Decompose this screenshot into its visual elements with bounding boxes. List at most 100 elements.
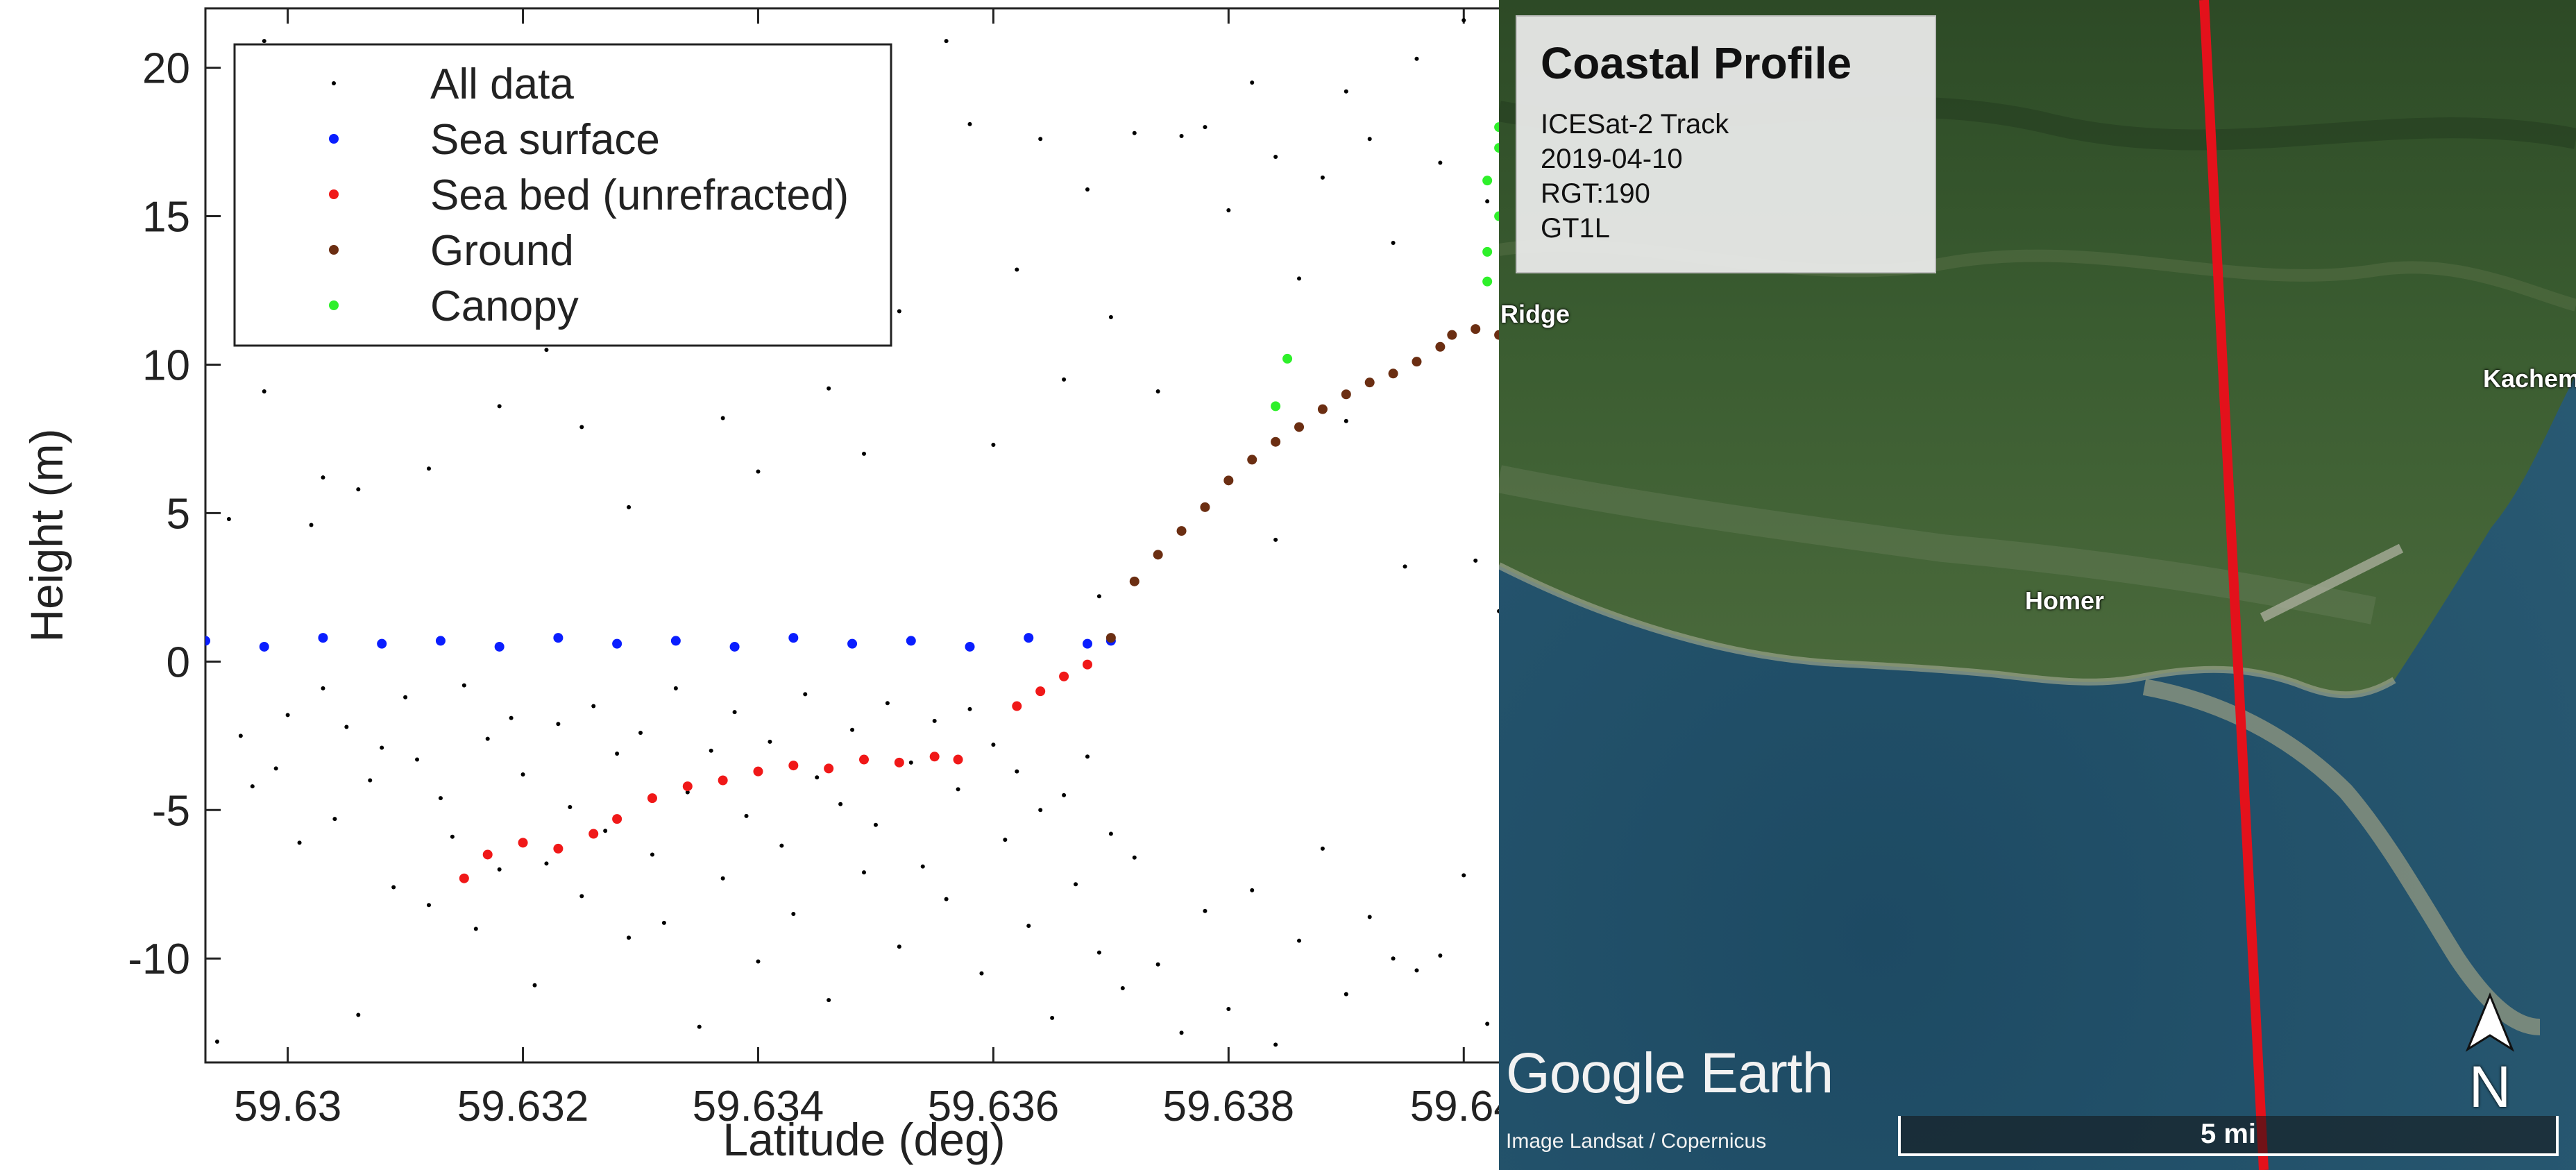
data-point-sea-surface	[965, 641, 975, 652]
data-point-all-data	[579, 425, 584, 430]
data-point-all-data	[544, 861, 549, 866]
data-point-all-data	[579, 894, 584, 899]
data-point-all-data	[1203, 125, 1208, 130]
data-point-all-data	[297, 840, 302, 845]
data-point-all-data	[1485, 1021, 1490, 1026]
data-point-all-data	[321, 686, 325, 690]
data-point-all-data	[885, 701, 890, 706]
data-point-sea-bed-unrefracted	[824, 763, 834, 774]
data-point-all-data	[1461, 873, 1466, 878]
legend-marker	[332, 81, 336, 85]
imagery-credit: Image Landsat / Copernicus	[1506, 1130, 1767, 1153]
data-point-all-data	[520, 772, 525, 777]
data-point-sea-bed-unrefracted	[647, 793, 657, 804]
data-point-all-data	[1226, 207, 1231, 212]
data-point-sea-bed-unrefracted	[482, 849, 493, 860]
data-point-all-data	[1085, 754, 1090, 759]
x-tick-label: 59.63	[234, 1083, 341, 1130]
data-point-all-data	[1273, 154, 1278, 159]
data-point-all-data	[403, 695, 408, 700]
legend-marker	[329, 189, 339, 199]
scatter-chart: 59.63 59.632 59.634 59.636 59.638 59.64 -10 -5 0…	[21, 7, 1499, 1165]
icesat-track-line	[2199, 0, 2269, 1170]
data-point-all-data	[1074, 882, 1078, 887]
data-point-all-data	[238, 734, 243, 738]
data-point-all-data	[1250, 80, 1255, 85]
data-point-all-data	[732, 710, 737, 715]
place-label-kachem[interactable]: Kachem	[2483, 364, 2576, 393]
data-point-all-data	[1203, 908, 1208, 913]
data-point-canopy	[1494, 143, 1499, 153]
data-point-all-data	[1062, 792, 1067, 797]
data-point-canopy	[1482, 276, 1493, 287]
data-point-sea-surface	[553, 633, 564, 643]
data-point-all-data	[1120, 986, 1125, 991]
data-point-all-data	[568, 805, 573, 810]
data-point-all-data	[967, 706, 972, 711]
data-point-canopy	[1482, 176, 1493, 186]
data-point-all-data	[661, 920, 666, 925]
data-point-ground	[1223, 475, 1234, 486]
data-point-all-data	[1344, 89, 1348, 94]
scale-bar: 5 mi	[1898, 1116, 2559, 1156]
data-point-canopy	[1494, 211, 1499, 221]
data-point-all-data	[368, 778, 373, 783]
data-point-ground	[1271, 436, 1281, 447]
data-point-all-data	[556, 722, 561, 727]
data-point-all-data	[991, 743, 996, 747]
data-point-all-data	[1438, 160, 1443, 165]
google-earth-logo: Google Earth	[1506, 1042, 1833, 1105]
data-point-sea-bed-unrefracted	[1059, 671, 1069, 681]
data-point-all-data	[1250, 888, 1255, 892]
data-point-all-data	[509, 715, 514, 720]
data-point-ground	[1494, 330, 1499, 340]
x-tick-label: 59.632	[457, 1083, 589, 1130]
data-point-all-data	[627, 505, 632, 509]
data-point-ground	[1105, 633, 1116, 643]
data-point-all-data	[979, 971, 984, 976]
map-panel[interactable]: Coastal Profile ICESat-2 Track 2019-04-1…	[1499, 0, 2576, 1170]
y-tick-label: 20	[142, 45, 190, 93]
data-point-all-data	[815, 775, 820, 780]
data-point-all-data	[1367, 915, 1372, 919]
data-point-all-data	[827, 998, 831, 1003]
data-point-ground	[1388, 368, 1398, 379]
data-point-all-data	[756, 959, 761, 964]
y-tick-label: -5	[152, 787, 190, 835]
data-point-all-data	[1273, 1042, 1278, 1047]
map-title: Coastal Profile	[1541, 38, 1852, 88]
data-point-sea-bed-unrefracted	[929, 752, 940, 762]
data-point-sea-surface	[729, 641, 740, 652]
data-point-ground	[1247, 455, 1257, 465]
data-point-all-data	[1485, 199, 1490, 204]
data-point-all-data	[1473, 558, 1478, 563]
data-point-all-data	[944, 39, 949, 44]
data-point-all-data	[1132, 130, 1137, 135]
data-point-ground	[1200, 502, 1210, 512]
place-label-ridge[interactable]: Ridge	[1500, 300, 1570, 328]
data-point-ground	[1364, 378, 1375, 388]
data-point-all-data	[461, 683, 466, 688]
data-point-all-data	[838, 802, 843, 806]
data-point-sea-bed-unrefracted	[718, 775, 728, 786]
data-point-all-data	[321, 475, 325, 480]
data-point-all-data	[426, 466, 431, 471]
data-point-all-data	[332, 817, 337, 822]
data-point-all-data	[344, 724, 349, 729]
data-point-sea-bed-unrefracted	[788, 761, 799, 771]
place-label-homer[interactable]: Homer	[2025, 586, 2105, 615]
data-point-all-data	[932, 718, 937, 723]
data-point-canopy	[1271, 401, 1281, 412]
data-point-all-data	[1096, 594, 1101, 599]
data-point-all-data	[1297, 276, 1302, 281]
data-point-sea-surface	[788, 633, 799, 643]
shoreline	[1499, 562, 2396, 699]
data-point-sea-bed-unrefracted	[753, 766, 763, 777]
x-tick-label: 59.636	[928, 1083, 1060, 1130]
data-point-sea-bed-unrefracted	[518, 838, 528, 848]
info-line-track: ICESat-2 Track	[1541, 109, 1729, 139]
data-point-all-data	[897, 309, 901, 314]
data-point-ground	[1471, 324, 1481, 334]
info-box: Coastal Profile ICESat-2 Track 2019-04-1…	[1516, 15, 1936, 273]
data-point-ground	[1153, 550, 1163, 560]
